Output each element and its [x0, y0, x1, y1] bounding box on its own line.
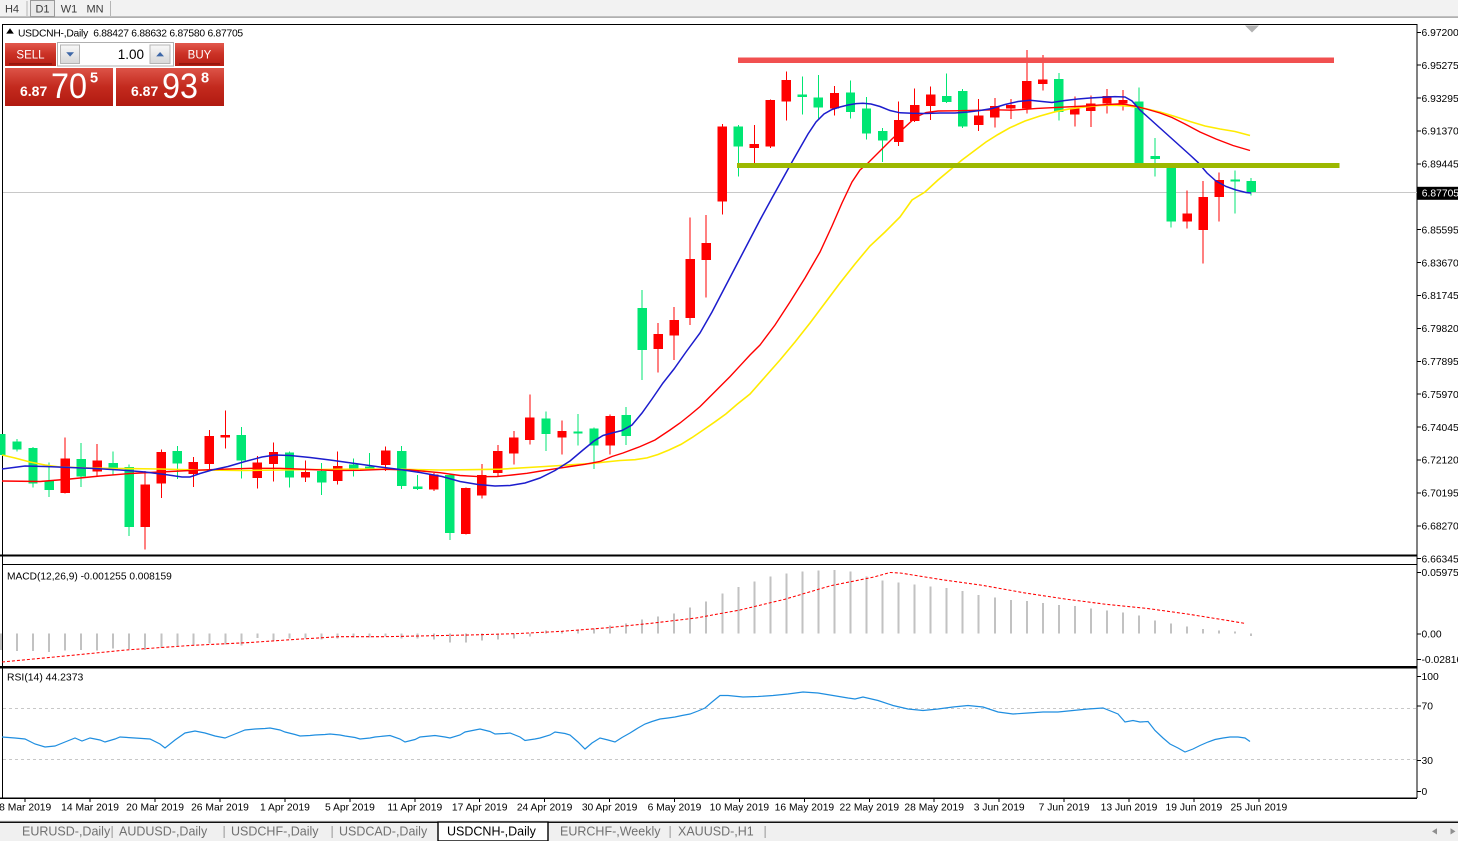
svg-text:W1: W1: [61, 4, 78, 16]
svg-text:10 May 2019: 10 May 2019: [710, 802, 770, 813]
svg-text:6.72120: 6.72120: [1422, 456, 1458, 467]
svg-text:20 Mar 2019: 20 Mar 2019: [126, 802, 184, 813]
svg-text:|: |: [764, 825, 767, 839]
svg-text:6.95275: 6.95275: [1422, 61, 1458, 72]
svg-text:1.00: 1.00: [118, 47, 144, 62]
svg-text:USDCHF-,Daily: USDCHF-,Daily: [231, 825, 319, 839]
svg-text:|: |: [223, 825, 226, 839]
svg-text:EURCHF-,Weekly: EURCHF-,Weekly: [560, 825, 661, 839]
svg-text:MACD(12,26,9) -0.001255 0.0081: MACD(12,26,9) -0.001255 0.008159: [7, 572, 172, 583]
svg-text:D1: D1: [35, 4, 49, 16]
svg-text:11 Apr 2019: 11 Apr 2019: [387, 802, 442, 813]
svg-text:EURUSD-,Daily: EURUSD-,Daily: [22, 825, 111, 839]
svg-text:5: 5: [90, 71, 98, 87]
svg-text:8 Mar 2019: 8 Mar 2019: [0, 802, 52, 813]
svg-text:H4: H4: [5, 4, 19, 16]
svg-text:6.77895: 6.77895: [1422, 357, 1458, 368]
svg-text:6.81745: 6.81745: [1422, 291, 1458, 302]
svg-text:14 Mar 2019: 14 Mar 2019: [61, 802, 119, 813]
svg-text:USDCNH-,Daily 6.88427 6.88632: USDCNH-,Daily 6.88427 6.88632 6.87580 6.…: [18, 28, 243, 39]
svg-text:24 Apr 2019: 24 Apr 2019: [517, 802, 573, 813]
svg-text:19 Jun 2019: 19 Jun 2019: [1166, 802, 1223, 813]
svg-text:6.89445: 6.89445: [1422, 160, 1458, 171]
svg-text:70: 70: [51, 67, 87, 106]
svg-text:6.79820: 6.79820: [1422, 324, 1458, 335]
svg-text:6.87: 6.87: [131, 83, 158, 99]
svg-text:6.68270: 6.68270: [1422, 522, 1458, 533]
svg-text:6.66345: 6.66345: [1422, 554, 1458, 565]
svg-text:AUDUSD-,Daily: AUDUSD-,Daily: [119, 825, 208, 839]
svg-text:-0.02816: -0.02816: [1422, 655, 1458, 666]
svg-text:5 Apr 2019: 5 Apr 2019: [325, 802, 375, 813]
svg-text:6.85595: 6.85595: [1422, 225, 1458, 236]
svg-text:6.97200: 6.97200: [1422, 28, 1458, 39]
svg-text:BUY: BUY: [188, 50, 212, 62]
svg-text:0.059758: 0.059758: [1422, 568, 1458, 579]
svg-text:USDCNH-,Daily: USDCNH-,Daily: [447, 825, 537, 839]
svg-text:0: 0: [1422, 787, 1428, 798]
svg-text:6.91370: 6.91370: [1422, 127, 1458, 138]
svg-text:0.00: 0.00: [1422, 630, 1442, 641]
svg-text:70: 70: [1422, 702, 1434, 713]
svg-text:6.87705: 6.87705: [1422, 189, 1458, 200]
svg-text:25 Jun 2019: 25 Jun 2019: [1231, 802, 1288, 813]
svg-text:26 Mar 2019: 26 Mar 2019: [191, 802, 249, 813]
svg-text:RSI(14) 44.2373: RSI(14) 44.2373: [7, 673, 83, 684]
svg-text:30 Apr 2019: 30 Apr 2019: [582, 802, 638, 813]
svg-text:XAUUSD-,H1: XAUUSD-,H1: [678, 825, 754, 839]
svg-text:|: |: [331, 825, 334, 839]
svg-text:17 Apr 2019: 17 Apr 2019: [452, 802, 508, 813]
svg-text:6.70195: 6.70195: [1422, 489, 1458, 500]
svg-text:6.75970: 6.75970: [1422, 390, 1458, 401]
svg-text:MN: MN: [86, 4, 103, 16]
svg-text:6.83670: 6.83670: [1422, 258, 1458, 269]
svg-text:93: 93: [162, 67, 198, 106]
svg-text:16 May 2019: 16 May 2019: [775, 802, 835, 813]
svg-text:|: |: [111, 825, 114, 839]
svg-text:3 Jun 2019: 3 Jun 2019: [974, 802, 1025, 813]
svg-text:1 Apr 2019: 1 Apr 2019: [260, 802, 310, 813]
svg-text:SELL: SELL: [16, 50, 45, 62]
svg-text:100: 100: [1422, 672, 1439, 683]
svg-text:6.87: 6.87: [20, 83, 47, 99]
svg-text:|: |: [669, 825, 672, 839]
svg-text:22 May 2019: 22 May 2019: [840, 802, 900, 813]
svg-text:13 Jun 2019: 13 Jun 2019: [1101, 802, 1158, 813]
svg-text:USDCAD-,Daily: USDCAD-,Daily: [339, 825, 428, 839]
svg-text:28 May 2019: 28 May 2019: [904, 802, 964, 813]
svg-text:30: 30: [1422, 756, 1434, 767]
svg-text:6 May 2019: 6 May 2019: [648, 802, 702, 813]
svg-text:7 Jun 2019: 7 Jun 2019: [1039, 802, 1090, 813]
svg-text:6.74045: 6.74045: [1422, 423, 1458, 434]
svg-text:8: 8: [201, 71, 209, 87]
svg-text:6.93295: 6.93295: [1422, 94, 1458, 105]
